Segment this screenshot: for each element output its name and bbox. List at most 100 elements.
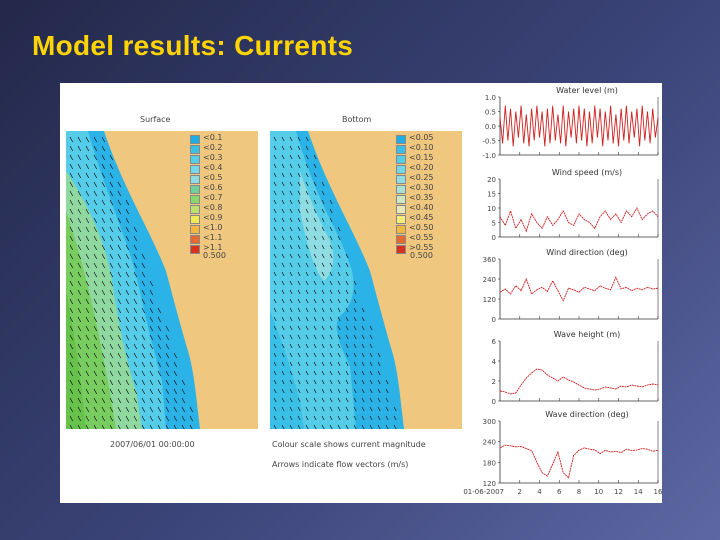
flow-arrow [141,280,146,287]
flow-arrow [125,199,130,206]
flow-arrow [353,424,357,429]
flow-arrow [101,208,106,215]
bottom-legend-swatch [396,195,406,204]
flow-arrow [289,316,293,322]
flow-arrow [329,298,333,304]
flow-arrow [117,253,122,260]
flow-arrow [281,145,285,151]
flow-arrow [125,415,130,422]
map-caption-magnitude: Colour scale shows current magnitude [272,440,426,449]
flow-arrow [85,343,90,350]
flow-arrow [281,298,285,304]
flow-arrow [329,253,333,259]
flow-arrow [289,217,293,223]
flow-arrow [93,298,98,305]
flow-arrow [305,244,309,250]
flow-arrow [149,289,154,296]
flow-arrow [77,163,82,170]
flow-arrow [85,370,90,377]
flow-arrow [313,343,317,349]
flow-arrow [329,361,333,367]
flow-arrow [273,343,277,349]
flow-arrow [281,154,285,160]
flow-arrow [141,325,146,332]
flow-arrow [337,397,341,403]
flow-arrow [313,226,317,232]
flow-arrow [157,316,162,323]
flow-arrow [85,253,90,260]
flow-arrow [93,172,98,179]
flow-arrow [321,280,325,286]
flow-arrow [125,406,130,413]
flow-arrow [85,352,90,359]
flow-arrow [133,244,138,251]
flow-arrow [361,379,365,385]
flow-arrow [305,217,309,223]
series-line [499,368,659,395]
flow-arrow [305,145,309,151]
flow-arrow [69,262,74,269]
flow-arrow [181,397,186,404]
flow-arrow [289,361,293,367]
flow-arrow [281,262,285,268]
flow-arrow [133,352,138,359]
flow-arrow [321,235,325,241]
flow-arrow [109,280,114,287]
flow-arrow [329,397,333,403]
bottom-legend-label: <0.10 [409,143,434,152]
flow-arrow [337,262,341,268]
flow-arrow [117,289,122,296]
flow-arrow [273,379,277,385]
flow-arrow [149,361,154,368]
flow-arrow [313,325,317,331]
flow-arrow [361,415,365,421]
flow-arrow [385,415,389,421]
flow-arrow [313,172,317,178]
y-tick-label: 180 [483,459,496,467]
flow-arrow [297,289,301,295]
bottom-legend-swatch [396,155,406,164]
flow-arrow [141,415,146,422]
flow-arrow [181,379,186,386]
flow-arrow [85,244,90,251]
flow-arrow [69,379,74,386]
flow-arrow [297,415,301,421]
flow-arrow [133,226,138,233]
flow-arrow [109,298,114,305]
flow-arrow [77,280,82,287]
flow-arrow [77,424,81,429]
flow-arrow [125,280,130,287]
flow-arrow [69,181,74,188]
flow-arrow [281,334,285,340]
flow-arrow [305,424,309,429]
flow-arrow [157,379,162,386]
flow-arrow [117,208,122,215]
flow-arrow [273,406,277,412]
y-tick-label: 240 [483,439,496,447]
flow-arrow [69,334,74,341]
flow-arrow [289,388,293,394]
flow-arrow [165,424,169,429]
flow-arrow [353,343,357,349]
flow-arrow [85,235,90,242]
flow-arrow [133,334,138,341]
flow-arrow [345,361,349,367]
flow-arrow [101,379,106,386]
surface-legend-label: <0.2 [203,143,223,152]
flow-arrow [297,172,301,178]
flow-arrow [117,235,122,242]
bottom-map-title: Bottom [342,115,372,124]
flow-arrow [321,379,325,385]
flow-arrow [93,235,98,242]
flow-arrow [345,262,349,268]
flow-arrow [77,298,82,305]
flow-arrow [305,289,309,295]
flow-arrow [313,316,317,322]
flow-arrow [297,370,301,376]
flow-arrow [297,298,301,304]
flow-arrow [85,190,90,197]
flow-arrow [133,397,138,404]
flow-arrow [117,379,122,386]
flow-arrow [109,217,114,224]
flow-arrow [149,406,154,413]
